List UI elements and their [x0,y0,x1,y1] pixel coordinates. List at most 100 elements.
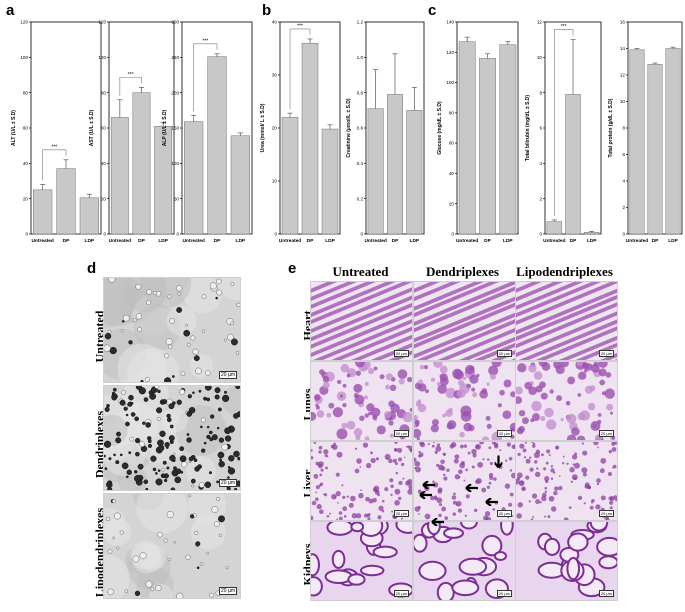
y-axis-label: AST (U/L ± S.D) [89,109,95,146]
y-tick-label: 120 [20,20,28,25]
bar [546,221,563,235]
y-tick-label: 0.2 [357,196,364,201]
y-tick-label: 0.6 [357,126,364,131]
histology-heart-dendriplexes: 20 µm [413,281,516,361]
y-tick-label: 60 [23,126,29,131]
scale-bar: 20 µm [598,350,614,357]
x-tick-label: Untreated [543,238,565,244]
panel-letter-b: b [262,2,272,19]
y-tick-label: 4 [622,179,625,184]
y-tick-label: 0 [176,232,179,237]
bar [281,117,299,235]
significance-bracket [119,77,142,96]
x-tick-label: Untreated [364,238,386,244]
y-tick-label: 12 [620,73,626,78]
y-tick-label: 100 [446,80,454,85]
y-tick-label: 100 [171,161,179,166]
bar [132,92,151,235]
bar [301,42,319,235]
x-tick-label: LDP [587,238,597,244]
bar [458,41,476,235]
bar [583,231,600,235]
significance-label: *** [561,24,567,30]
x-tick-label: Untreated [31,238,53,244]
y-axis-label: Urea (mmol/ L ± S.D) [260,103,266,152]
y-tick-label: 150 [171,126,179,131]
x-tick-label: LDP [158,238,168,244]
y-tick-label: 1.2 [357,20,364,25]
y-axis-label: ALP (U/L ± S.D) [162,109,168,146]
significance-bracket [289,28,311,110]
significance-label: *** [202,38,208,44]
scale-bar: 20 µm [393,430,409,437]
column-header-lipodendriplexes: Lipodendriplexes [516,264,613,279]
y-tick-label: 50 [174,196,180,201]
arrow-marker [494,455,503,469]
histology-lungs-untreated: 20 µm [310,361,413,441]
histology-liver-lipodendriplexes: 20 µm [515,441,618,521]
bar [207,56,227,235]
scale-bar: 20 µm [393,510,409,517]
x-tick-label: Untreated [279,238,301,244]
y-tick-label: 60 [101,126,107,131]
arrow-marker [419,491,432,499]
y-axis-label: Total protein (g/dL ± S.D) [608,98,614,157]
chart-4: 0 10 20 30 40 Urea (mmol/ L ± S.D) Untreated DP… [260,20,341,244]
y-tick-label: 2 [622,205,625,210]
y-tick-label: 0 [360,232,363,237]
y-tick-label: 140 [446,20,454,25]
histology-kidneys-lipodendriplexes: 20 µm [515,521,618,601]
x-tick-label: LDP [325,238,335,244]
scale-bar: 20 µm [219,479,237,487]
y-axis-label: Glucose (mg/dL ± S.D) [437,101,443,155]
bar [33,189,53,235]
bar [321,128,339,235]
scale-bar: 20 µm [393,350,409,357]
y-tick-label: 2 [539,196,542,201]
x-tick-label: LDP [503,238,513,244]
significance-label: *** [51,144,57,150]
y-tick-label: 80 [101,90,107,95]
scale-bar: 20 µm [598,430,614,437]
y-tick-label: 20 [101,196,107,201]
y-tick-label: 12 [537,20,543,25]
y-tick-label: 10 [537,55,543,60]
y-tick-label: 0 [451,232,454,237]
x-tick-label: LDP [668,238,678,244]
y-tick-label: 1.0 [357,55,364,60]
significance-bracket [554,29,574,216]
y-tick-label: 0.4 [357,161,364,166]
x-tick-label: Untreated [109,238,131,244]
y-tick-label: 10 [272,179,278,184]
scale-bar: 20 µm [393,590,409,597]
x-tick-label: DP [484,238,491,244]
chart-3: 0 50 100 150 200 250 300 ALP (U/L ± S.D) Untreat… [162,20,253,244]
bar [479,58,496,235]
bar [499,44,517,235]
histology-heart-untreated: 20 µm [310,281,413,361]
y-tick-label: 200 [171,90,179,95]
chart-5: 0 0.2 0.4 0.6 0.8 1.0 1.2 Creatinine (µmol/L ± … [346,20,425,244]
micrograph-d-dendriplexes: 20 µm [103,385,241,491]
bar [406,110,423,235]
y-tick-label: 40 [272,20,278,25]
histology-lungs-lipodendriplexes: 20 µm [515,361,618,441]
panel-letter-c: c [428,2,437,19]
scale-bar: 20 µm [496,430,512,437]
bar [110,117,129,235]
column-header-untreated: Untreated [332,264,389,279]
x-tick-label: DP [138,238,145,244]
y-tick-label: 6 [539,126,542,131]
y-tick-label: 40 [449,171,455,176]
y-tick-label: 14 [620,46,626,51]
x-tick-label: DP [652,238,659,244]
y-tick-label: 80 [23,90,29,95]
y-tick-label: 20 [449,201,455,206]
arrow-marker [431,518,444,526]
bar [565,94,581,235]
arrow-marker [465,484,478,492]
y-tick-label: 10 [620,99,626,104]
panel-letter-d: d [87,260,97,277]
y-tick-label: 100 [98,55,106,60]
